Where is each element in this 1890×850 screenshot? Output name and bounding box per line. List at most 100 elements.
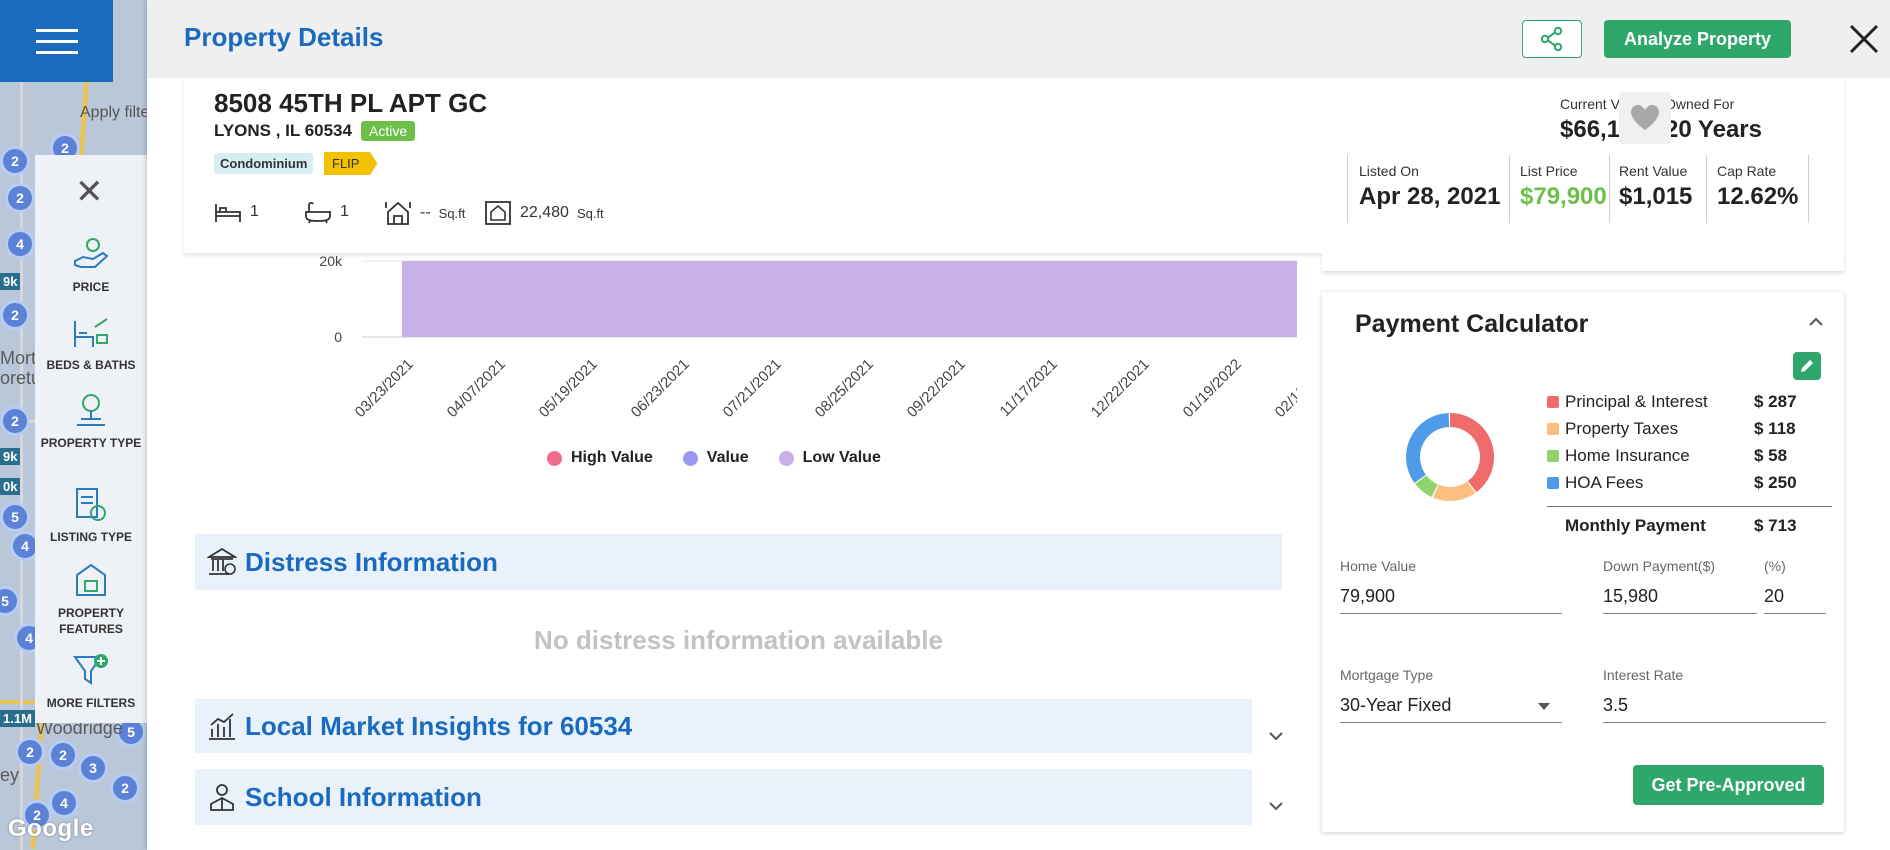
map-cluster-marker[interactable]: 3 xyxy=(78,753,108,783)
interest-rate-label: Interest Rate xyxy=(1603,667,1684,683)
map-cluster-marker[interactable]: 2 xyxy=(5,183,35,213)
listed-on-label: Listed On xyxy=(1359,163,1419,179)
no-distress-message: No distress information available xyxy=(534,625,943,655)
school-section-header[interactable]: School Information xyxy=(195,769,1252,825)
breakdown-value: $ 118 xyxy=(1754,418,1796,438)
listed-on-value: Apr 28, 2021 xyxy=(1359,183,1501,210)
more-filters-icon xyxy=(73,654,108,685)
x-tick-label: 12/22/2021 xyxy=(1088,356,1153,421)
map-place-label: oretu xyxy=(0,368,42,388)
rent-value: $1,015 xyxy=(1619,183,1693,210)
filter-more-filters[interactable]: MORE FILTERS xyxy=(35,651,147,711)
stat-divider xyxy=(1808,155,1809,223)
breakdown-label: Property Taxes xyxy=(1565,418,1679,438)
share-button[interactable] xyxy=(1522,20,1582,58)
property-type-tag: Condominium xyxy=(214,153,314,174)
x-tick-label: 08/25/2021 xyxy=(812,356,877,421)
beds-baths-icon xyxy=(74,318,108,347)
map-cluster-marker[interactable]: 5 xyxy=(0,502,30,532)
lot-sqft: 22,480 xyxy=(520,204,569,221)
map-price-tag[interactable]: 9k xyxy=(0,448,21,465)
down-payment-label: Down Payment($) xyxy=(1603,558,1716,574)
distress-section-header: Distress Information xyxy=(195,534,1282,590)
breakdown-row: HOA Fees $ 250 xyxy=(1547,469,1832,496)
donut-slice xyxy=(1415,475,1438,498)
map-cluster-marker[interactable]: 2 xyxy=(110,773,140,803)
map-cluster-marker[interactable]: 4 xyxy=(5,229,35,259)
analyze-property-button[interactable]: Analyze Property xyxy=(1604,20,1791,58)
chevron-down-icon[interactable] xyxy=(1267,727,1285,745)
favorite-button[interactable] xyxy=(1619,92,1671,144)
property-details-panel: Property Details Analyze Property 0 20k 03… xyxy=(147,0,1890,850)
filter-beds-baths[interactable]: BEDS & BATHS xyxy=(35,313,147,373)
mortgage-type-value: 30-Year Fixed xyxy=(1340,695,1452,715)
payment-donut-chart xyxy=(1406,413,1494,501)
breakdown-row: Principal & Interest $ 287 xyxy=(1547,388,1832,415)
legend-item[interactable]: Value xyxy=(682,449,749,467)
x-tick-label: 01/19/2022 xyxy=(1180,356,1245,421)
x-tick-label: 07/21/2021 xyxy=(720,356,785,421)
map-cluster-marker[interactable]: 4 xyxy=(49,788,79,818)
google-logo: Google xyxy=(8,815,94,842)
filter-price[interactable]: PRICE xyxy=(35,235,147,295)
filter-property-features[interactable]: PROPERTY FEATURES xyxy=(35,561,147,637)
breakdown-label: HOA Fees xyxy=(1565,472,1644,492)
down-payment-percent-input[interactable] xyxy=(1764,582,1826,614)
x-tick-label: 09/22/2021 xyxy=(904,356,969,421)
filter-panel: ✕ PRICE BEDS & BATHS PROPERTY TYPE xyxy=(35,155,147,723)
chevron-up-icon[interactable] xyxy=(1806,312,1826,332)
share-icon xyxy=(1540,26,1563,52)
legend-swatch xyxy=(1547,449,1559,462)
legend-dot xyxy=(778,450,794,466)
filter-listing-type[interactable]: LISTING TYPE xyxy=(35,485,147,545)
breakdown-value: $ 287 xyxy=(1754,391,1797,411)
filter-close-icon[interactable]: ✕ xyxy=(75,173,104,211)
home-value-input[interactable] xyxy=(1340,582,1562,614)
market-insights-section-header[interactable]: Local Market Insights for 60534 xyxy=(195,699,1252,753)
map-cluster-marker[interactable]: 2 xyxy=(0,300,30,330)
map-price-tag[interactable]: 1.1M xyxy=(0,710,35,727)
filter-property-type[interactable]: PROPERTY TYPE xyxy=(35,391,147,451)
status-badge: Active xyxy=(361,121,416,141)
chevron-down-icon[interactable] xyxy=(1267,797,1285,815)
filter-label: LISTING TYPE xyxy=(49,530,132,544)
bathtub-icon xyxy=(305,202,331,224)
down-payment-input[interactable] xyxy=(1603,582,1757,614)
legend-dot xyxy=(547,450,562,466)
legend-item[interactable]: High Value xyxy=(547,449,653,467)
close-icon[interactable] xyxy=(1847,22,1881,56)
menu-button[interactable] xyxy=(0,0,113,82)
map-cluster-marker[interactable]: 5 xyxy=(0,586,20,616)
cap-rate-label: Cap Rate xyxy=(1717,163,1777,179)
legend-label: Low Value xyxy=(802,449,881,466)
caret-down-icon xyxy=(1538,703,1550,710)
living-sqft: -- xyxy=(420,204,431,221)
page-title: Property Details xyxy=(184,22,384,52)
monthly-payment-label: Monthly Payment xyxy=(1565,515,1706,535)
legend-item[interactable]: Low Value xyxy=(778,449,881,467)
mortgage-type-select[interactable]: 30-Year Fixed xyxy=(1340,691,1562,723)
filter-label: PRICE xyxy=(72,280,110,294)
map-price-tag[interactable]: 0k xyxy=(0,478,21,495)
monthly-payment-row: Monthly Payment $ 713 xyxy=(1547,506,1832,544)
breakdown-row: Home Insurance $ 58 xyxy=(1547,442,1832,469)
map-place-label: Mort xyxy=(0,348,36,368)
map-cluster-marker[interactable]: 2 xyxy=(22,800,52,830)
interest-rate-input[interactable] xyxy=(1603,691,1826,723)
map-cluster-marker[interactable]: 2 xyxy=(0,406,30,436)
section-title: School Information xyxy=(245,781,482,812)
map-price-tag[interactable]: 9k xyxy=(0,273,21,290)
x-tick-label: 04/07/2021 xyxy=(444,356,509,421)
donut-slice xyxy=(1449,413,1494,493)
breakdown-label: Home Insurance xyxy=(1565,445,1690,465)
get-pre-approved-button[interactable]: Get Pre-Approved xyxy=(1633,765,1824,805)
beds-feature: 1 xyxy=(214,200,259,224)
map-cluster-marker[interactable]: 2 xyxy=(15,737,45,767)
edit-button[interactable] xyxy=(1793,352,1821,380)
filter-label: MORE FILTERS xyxy=(46,696,136,710)
price-icon xyxy=(74,238,109,268)
map-cluster-marker[interactable]: 2 xyxy=(0,146,30,176)
map-cluster-marker[interactable]: 2 xyxy=(48,740,78,770)
property-type-icon xyxy=(77,394,105,426)
